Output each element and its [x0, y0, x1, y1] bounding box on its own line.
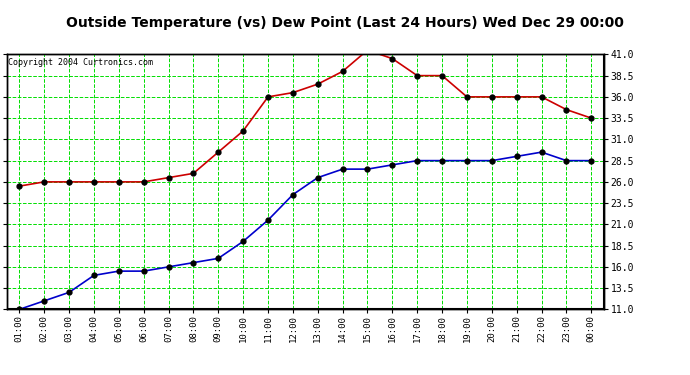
Text: Copyright 2004 Curtronics.com: Copyright 2004 Curtronics.com: [8, 58, 153, 67]
Text: Outside Temperature (vs) Dew Point (Last 24 Hours) Wed Dec 29 00:00: Outside Temperature (vs) Dew Point (Last…: [66, 15, 624, 30]
